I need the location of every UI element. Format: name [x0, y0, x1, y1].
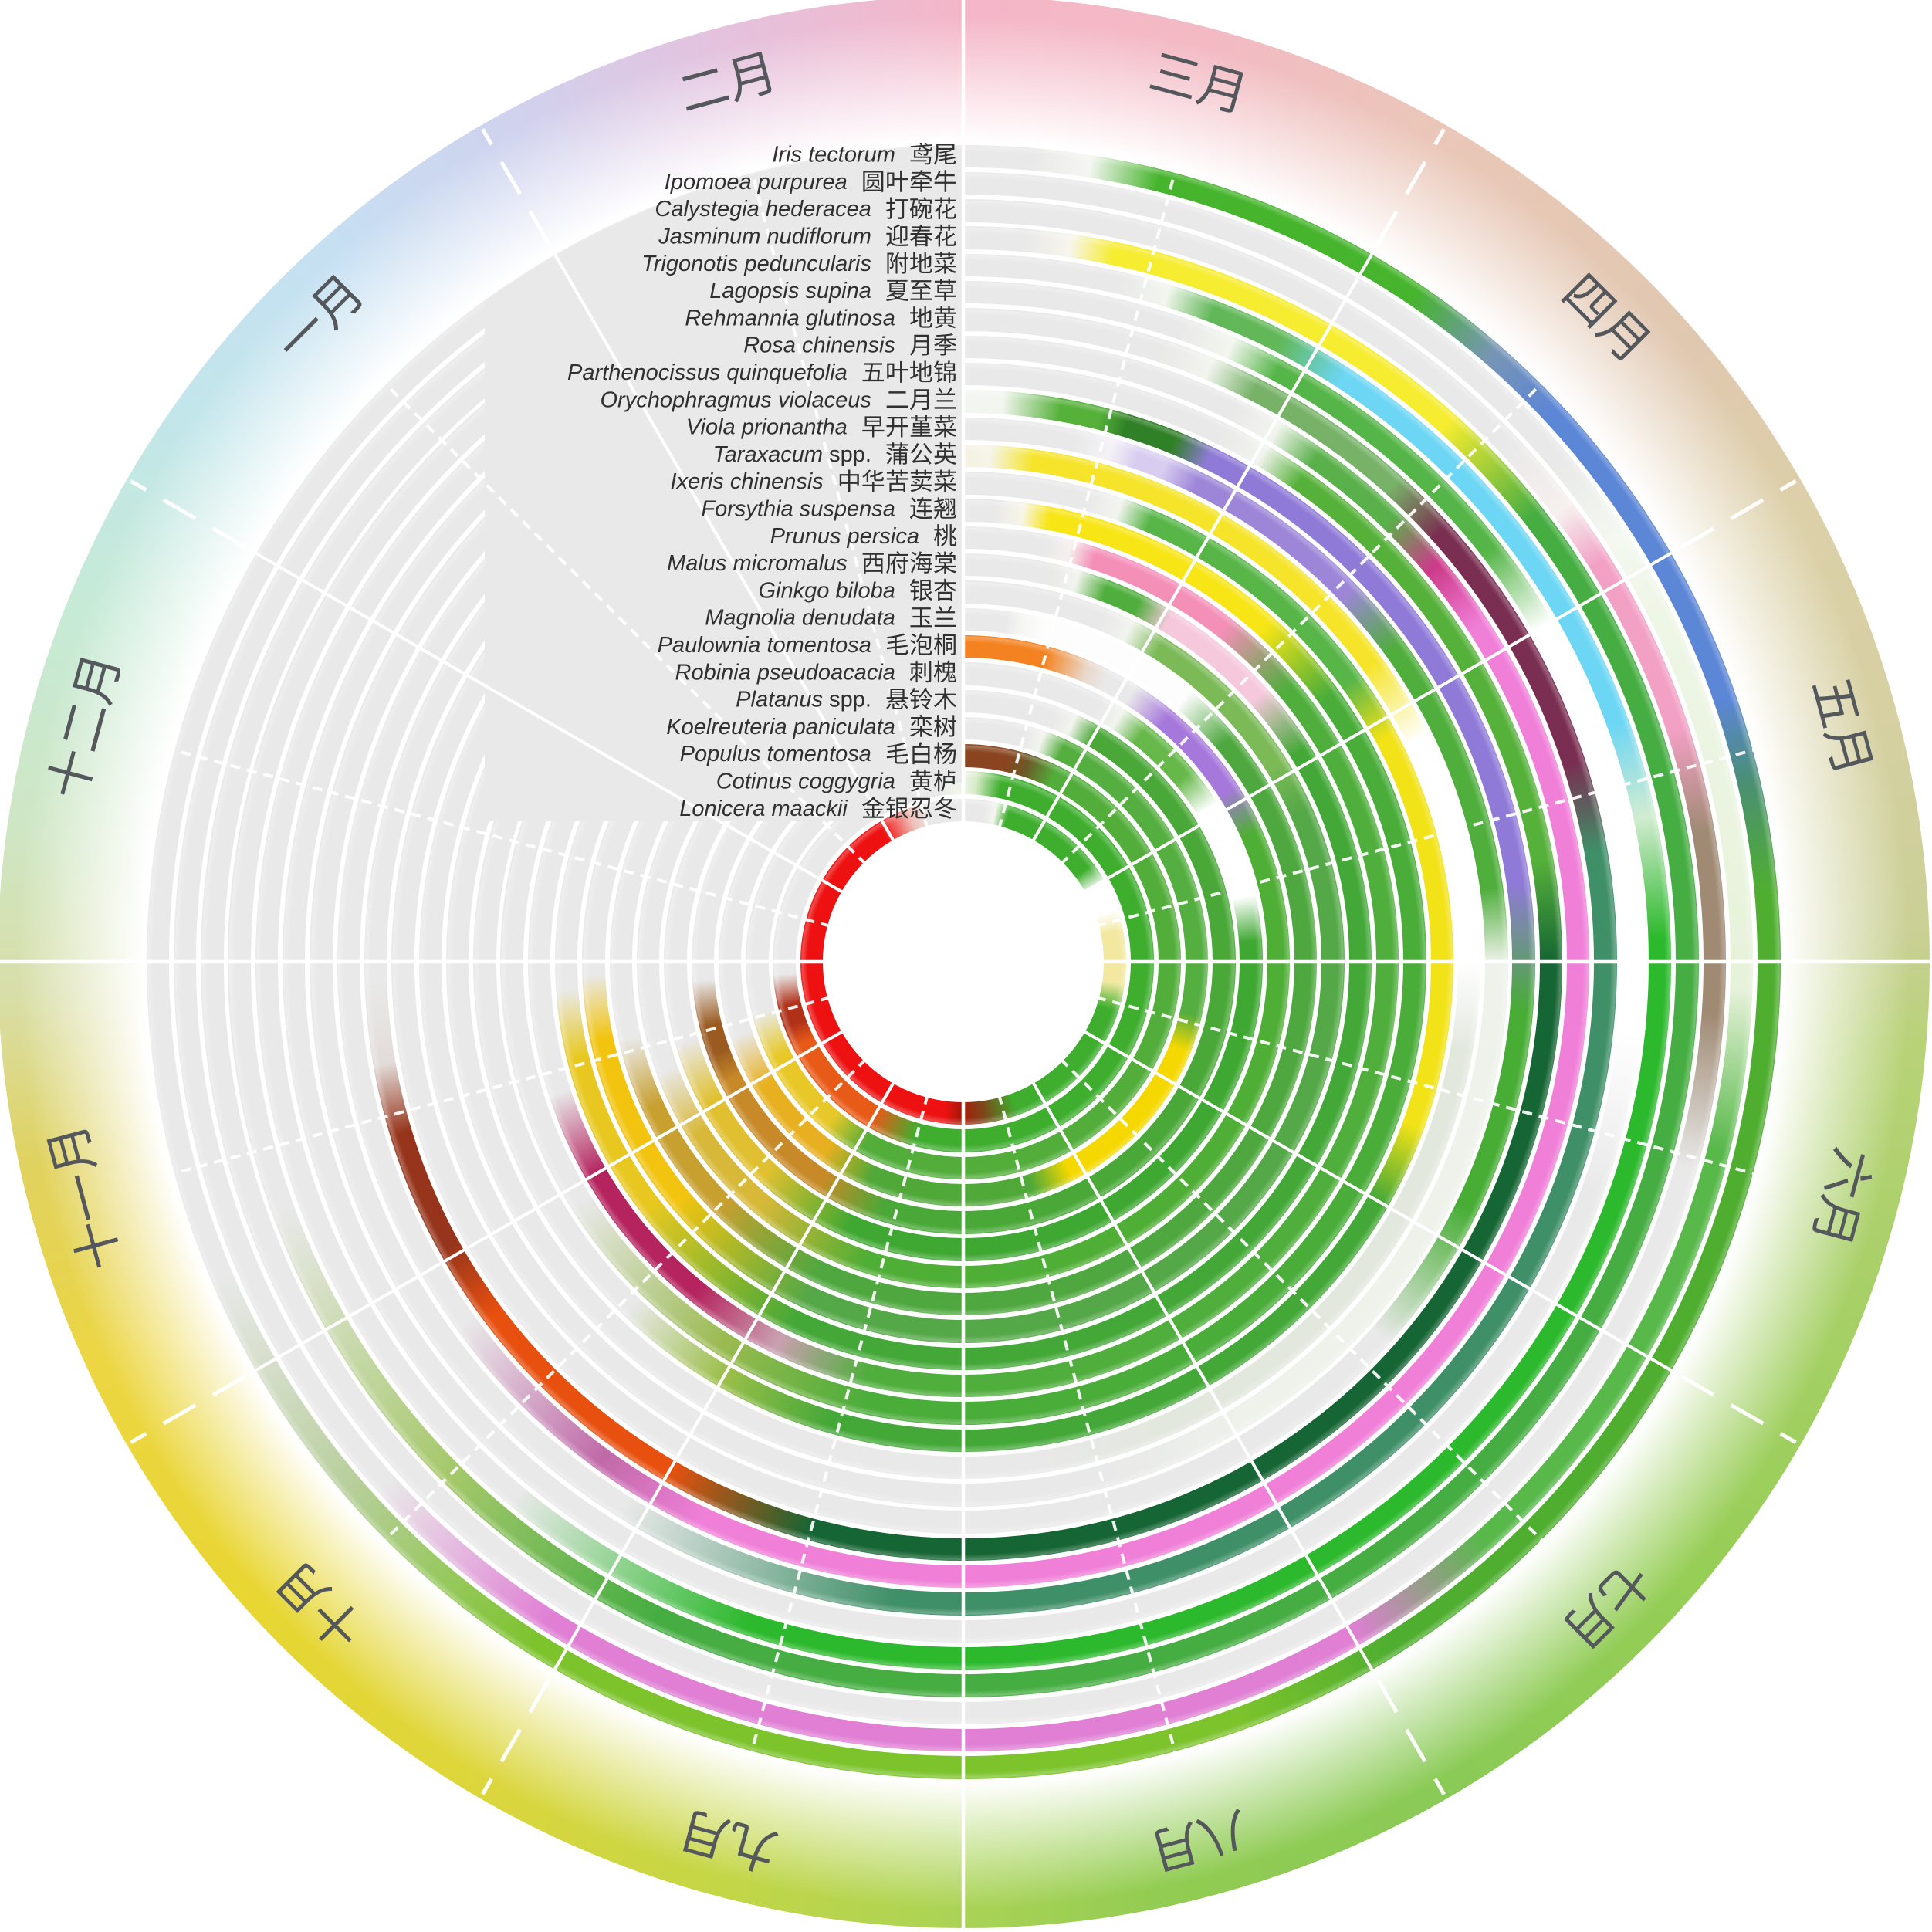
svg-text:Malus micromalus: Malus micromalus: [667, 551, 848, 576]
svg-text:Jasminum nudiflorum: Jasminum nudiflorum: [658, 225, 871, 249]
svg-text:Ixeris chinensis: Ixeris chinensis: [671, 469, 824, 494]
svg-text:Ginkgo biloba: Ginkgo biloba: [759, 578, 895, 603]
svg-text:Robinia pseudoacacia: Robinia pseudoacacia: [675, 660, 895, 685]
svg-text:Trigonotis peduncularis: Trigonotis peduncularis: [641, 252, 871, 276]
svg-text:Ipomoea purpurea: Ipomoea purpurea: [665, 170, 848, 195]
svg-text:Viola prionantha: Viola prionantha: [686, 415, 848, 440]
svg-text:Iris tectorum: Iris tectorum: [772, 143, 895, 167]
svg-text:Magnolia denudata: Magnolia denudata: [705, 606, 895, 631]
svg-text:Calystegia hederacea: Calystegia hederacea: [655, 197, 871, 222]
svg-text:Paulownia tomentosa: Paulownia tomentosa: [658, 633, 871, 658]
svg-text:Rosa chinensis: Rosa chinensis: [743, 333, 895, 358]
svg-text:Cotinus coggygria: Cotinus coggygria: [716, 770, 895, 794]
svg-text:Koelreuteria paniculata: Koelreuteria paniculata: [666, 715, 895, 739]
svg-text:Forsythia suspensa: Forsythia suspensa: [701, 497, 895, 522]
svg-text:Platanus spp.: Platanus spp.: [736, 688, 871, 712]
svg-text:Prunus persica: Prunus persica: [770, 524, 919, 549]
svg-text:Parthenocissus quinquefolia: Parthenocissus quinquefolia: [567, 360, 848, 385]
svg-text:Taraxacum spp.: Taraxacum spp.: [713, 442, 871, 467]
svg-text:Lonicera maackii: Lonicera maackii: [679, 797, 848, 821]
svg-text:Lagopsis supina: Lagopsis supina: [709, 279, 871, 303]
svg-text:Orychophragmus violaceus: Orychophragmus violaceus: [601, 387, 871, 412]
svg-text:Populus tomentosa: Populus tomentosa: [680, 742, 871, 766]
svg-text:Rehmannia glutinosa: Rehmannia glutinosa: [685, 306, 895, 330]
